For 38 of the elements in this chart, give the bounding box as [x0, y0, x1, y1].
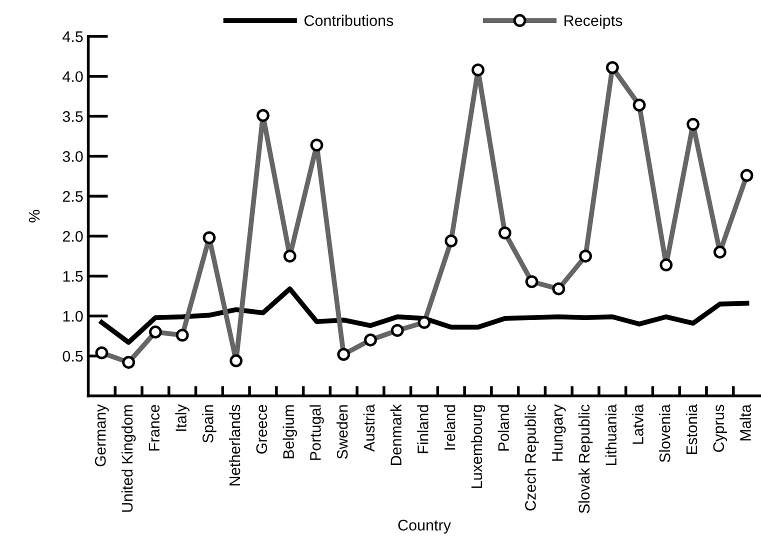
x-tick-label: Spain [202, 405, 216, 443]
y-tick-label: 2.0 [62, 231, 83, 242]
x-tick-label: Germany [95, 404, 109, 466]
y-tick-label: 1.0 [63, 310, 83, 322]
y-tick-label: 4.5 [62, 31, 83, 42]
x-tick-label: Slovenia [659, 404, 670, 462]
y-tick-label: 3.0 [62, 151, 83, 162]
x-tick-label: Lithuania [605, 404, 617, 466]
x-tick-label: Austria [363, 404, 375, 452]
x-tick-label: Denmark [390, 404, 402, 465]
x-tick-label: Netherlands [228, 404, 240, 486]
y-tick-label: 1.5 [63, 271, 83, 282]
x-tick-label: Sweden [336, 405, 348, 459]
legend-label: Contributions [304, 14, 394, 26]
legend-label: Receipts [564, 14, 622, 30]
y-tick-label: 4.0 [62, 71, 83, 82]
x-tick-label: Greece [256, 404, 268, 454]
y-tick-label: 2.5 [62, 191, 83, 202]
x-axis-title: Country [398, 520, 451, 534]
x-tick-label: Czech Republic [524, 404, 539, 510]
x-tick-label: Luxembourg [470, 405, 486, 488]
x-tick-label: United Kingdom [121, 405, 136, 512]
x-tick-label: Italy [175, 404, 190, 431]
x-tick-label: Hungary [552, 404, 566, 461]
x-tick-label: Cyprus [713, 404, 728, 452]
x-tick-label: Ireland [444, 405, 456, 450]
x-tick-label: France [148, 404, 160, 451]
y-tick-label: 3.5 [62, 111, 83, 122]
x-tick-label: Portugal [310, 405, 324, 460]
y-tick-label: 0.5 [62, 350, 83, 362]
y-axis-title: % [28, 210, 40, 222]
x-tick-label: Estonia [686, 404, 698, 454]
x-tick-label: Poland [498, 405, 509, 451]
x-tick-label: Malta [740, 404, 751, 440]
x-tick-label: Finland [417, 405, 428, 454]
x-tick-label: Slovak Republic [578, 404, 593, 514]
x-tick-label: Belgium [282, 405, 297, 458]
x-tick-label: Latvia [632, 404, 644, 444]
